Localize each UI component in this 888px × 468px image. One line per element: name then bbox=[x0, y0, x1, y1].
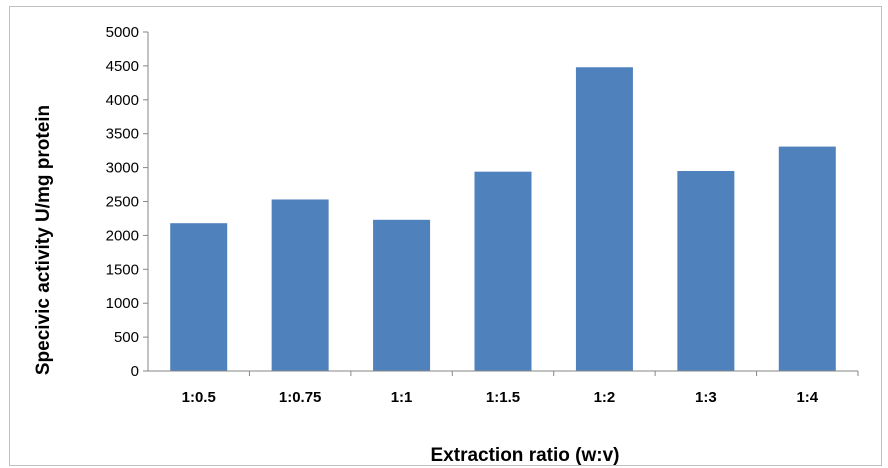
x-axis-labels: 1:0.5 1:0.75 1:1 1:1.5 1:2 1:3 1:4 bbox=[182, 371, 859, 406]
y-axis-title: Specivic activity U/mg protein bbox=[33, 105, 54, 375]
y-tick-label: 500 bbox=[114, 329, 139, 346]
x-tick-label: 1:4 bbox=[796, 389, 818, 406]
chart-frame bbox=[9, 6, 882, 466]
y-tick-label: 4500 bbox=[106, 58, 139, 75]
bar bbox=[474, 171, 532, 371]
bar bbox=[373, 219, 431, 371]
bar bbox=[778, 146, 836, 371]
y-axis-ticks: 0 500 1000 1500 2000 2500 3000 3500 4000 4500 5000 bbox=[106, 24, 148, 380]
y-tick-label: 0 bbox=[131, 363, 139, 380]
bar bbox=[271, 199, 329, 371]
x-tick-label: 1:0.75 bbox=[279, 389, 322, 406]
bar bbox=[170, 223, 228, 371]
y-tick-label: 4000 bbox=[106, 92, 139, 109]
y-tick-label: 3000 bbox=[106, 160, 139, 177]
y-tick-label: 5000 bbox=[106, 24, 139, 41]
y-tick-label: 1500 bbox=[106, 261, 139, 278]
x-axis-title: Extraction ratio (w:v) bbox=[431, 445, 620, 466]
bar bbox=[575, 67, 633, 372]
bars bbox=[170, 67, 836, 372]
x-tick-label: 1:0.5 bbox=[182, 389, 216, 406]
bar bbox=[677, 170, 735, 371]
y-tick-label: 2500 bbox=[106, 194, 139, 211]
x-tick-label: 1:1 bbox=[391, 389, 413, 406]
x-tick-label: 1:3 bbox=[695, 389, 717, 406]
y-tick-label: 3500 bbox=[106, 126, 139, 143]
x-tick-label: 1:2 bbox=[594, 389, 616, 406]
x-tick-label: 1:1.5 bbox=[486, 389, 520, 406]
y-tick-label: 2000 bbox=[106, 227, 139, 244]
y-tick-label: 1000 bbox=[106, 295, 139, 312]
